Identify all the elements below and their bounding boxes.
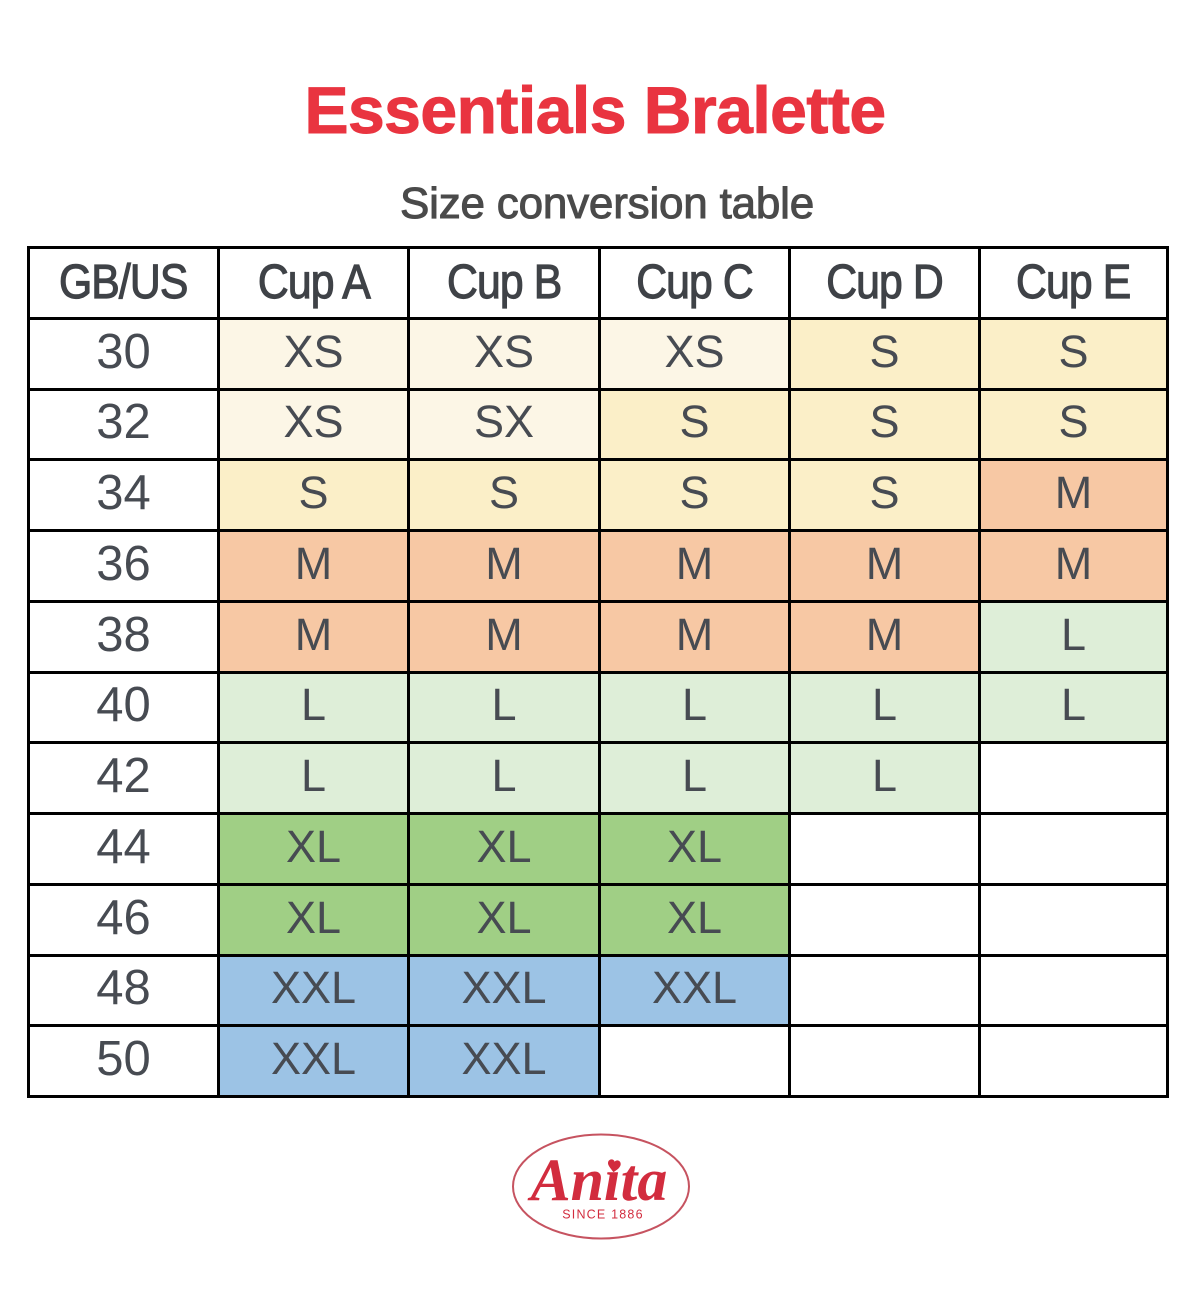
svg-text:Anıta: Anıta xyxy=(527,1147,668,1213)
svg-text:SINCE 1886: SINCE 1886 xyxy=(562,1208,643,1222)
